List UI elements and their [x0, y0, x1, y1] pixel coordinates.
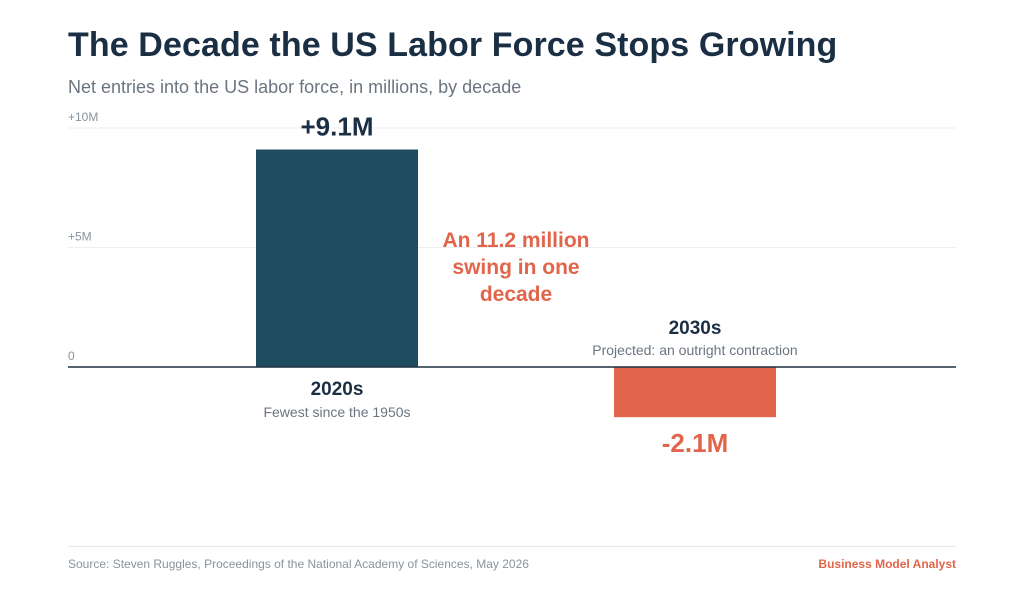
swing-annotation: decade [480, 283, 552, 306]
footer-divider [68, 546, 956, 547]
data-label: -2.1M [662, 428, 728, 458]
category-note: Fewest since the 1950s [263, 404, 410, 420]
source-note: Source: Steven Ruggles, Proceedings of t… [68, 557, 529, 571]
data-label: +9.1M [301, 112, 374, 142]
x-tick-label: 2020s [311, 379, 364, 400]
brand-label: Business Model Analyst [818, 557, 956, 571]
bar-2020s [256, 149, 418, 367]
y-tick-label: 0 [68, 349, 75, 363]
chart-title: The Decade the US Labor Force Stops Grow… [68, 26, 838, 64]
y-tick-label: +10M [68, 110, 98, 124]
x-tick-label: 2030s [669, 318, 722, 339]
y-tick-label: +5M [68, 230, 92, 244]
bar-2030s [614, 367, 776, 418]
swing-annotation: An 11.2 million [442, 229, 589, 252]
swing-annotation: swing in one [452, 256, 579, 279]
chart-subtitle: Net entries into the US labor force, in … [68, 77, 522, 97]
category-note: Projected: an outright contraction [592, 342, 797, 358]
